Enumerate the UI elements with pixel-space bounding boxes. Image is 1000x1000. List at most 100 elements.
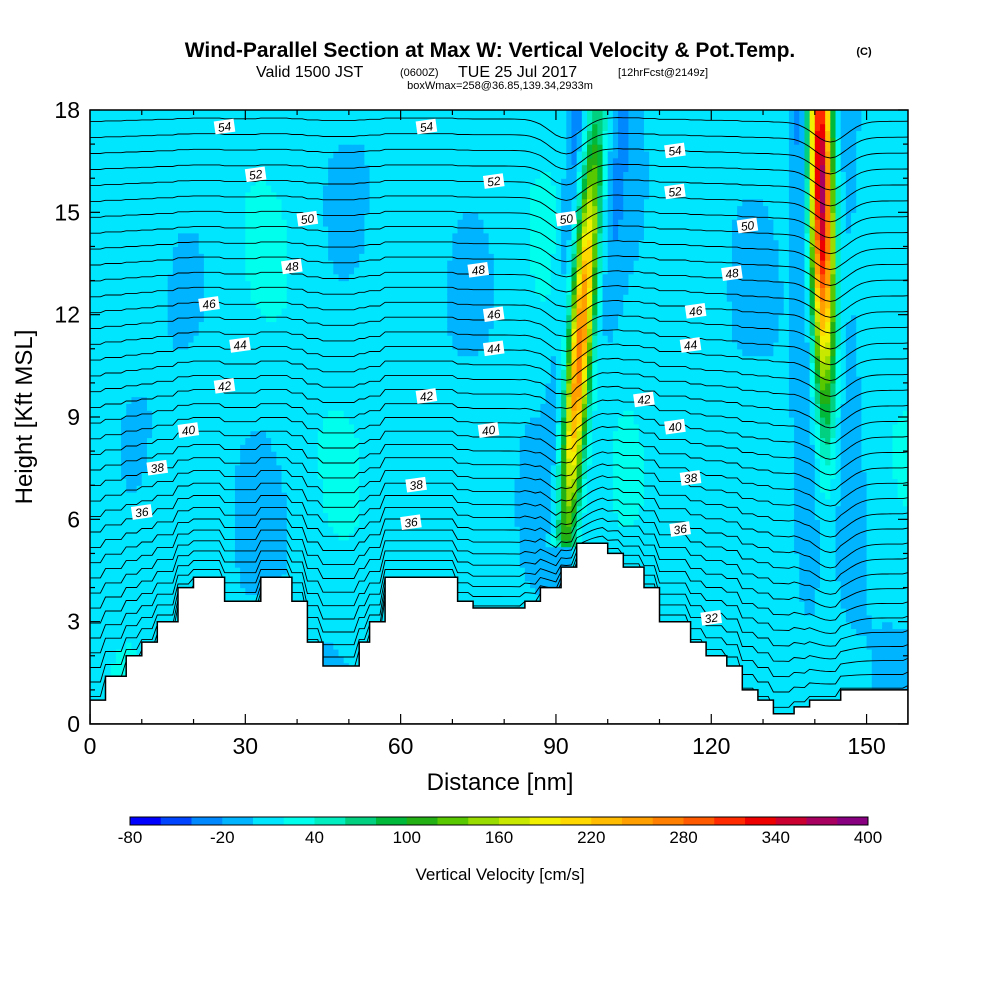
heat-cell — [110, 444, 117, 452]
heat-cell — [291, 321, 298, 329]
heat-cell — [110, 362, 117, 370]
heat-cell — [354, 123, 360, 132]
heat-cell — [317, 110, 324, 118]
heat-cell — [224, 348, 231, 357]
heat-cell — [260, 519, 267, 527]
heat-cell — [198, 498, 205, 507]
heat-cell — [354, 546, 360, 555]
heat-cell — [307, 382, 314, 391]
heat-cell — [188, 260, 195, 268]
heat-cell — [348, 457, 355, 466]
heat-cell — [172, 594, 179, 602]
heat-cell — [338, 219, 345, 227]
heat-cell — [126, 539, 133, 548]
heat-cell — [121, 130, 127, 138]
heat-cell — [260, 389, 267, 398]
heat-cell — [203, 307, 210, 316]
heat-cell — [152, 621, 158, 630]
heat-cell — [276, 266, 283, 275]
heat-cell — [255, 464, 262, 473]
heat-cell — [255, 205, 262, 213]
heat-cell — [307, 498, 314, 507]
heat-cell — [110, 423, 117, 432]
heat-cell — [354, 355, 360, 364]
heat-cell — [322, 485, 329, 493]
heat-cell — [115, 382, 122, 391]
heat-cell — [229, 150, 236, 159]
heat-cell — [343, 376, 350, 384]
heat-cell — [188, 198, 195, 207]
heat-cell — [281, 348, 288, 357]
heat-cell — [162, 594, 169, 602]
heat-cell — [276, 444, 283, 452]
heat-cell — [276, 389, 283, 398]
heat-cell — [110, 485, 117, 493]
heat-cell — [203, 457, 210, 466]
heat-cell — [307, 437, 314, 445]
heat-cell — [276, 546, 283, 555]
heat-cell — [234, 355, 241, 364]
heat-cell — [90, 205, 96, 213]
heat-cell — [343, 369, 350, 377]
heat-cell — [110, 219, 117, 227]
heat-cell — [172, 321, 179, 329]
heat-cell — [90, 410, 96, 418]
heat-cell — [322, 492, 329, 500]
heat-cell — [297, 314, 303, 323]
heat-cell — [219, 560, 226, 568]
heat-cell — [276, 498, 283, 507]
heat-cell — [193, 348, 200, 357]
heat-cell — [302, 110, 309, 118]
heat-cell — [338, 266, 345, 275]
heat-cell — [240, 110, 246, 118]
heat-cell — [291, 171, 298, 179]
heat-cell — [136, 164, 143, 172]
heat-cell — [234, 457, 241, 466]
heat-cell — [110, 457, 117, 466]
heat-cell — [172, 219, 179, 227]
heat-cell — [354, 478, 360, 486]
heat-cell — [183, 498, 189, 507]
heat-cell — [126, 512, 133, 520]
heat-cell — [141, 614, 148, 623]
heat-cell — [333, 417, 340, 425]
heat-cell — [266, 457, 272, 466]
heat-cell — [328, 266, 334, 275]
heat-cell — [203, 260, 210, 268]
heat-cell — [286, 144, 293, 152]
heat-cell — [266, 232, 272, 241]
heat-cell — [255, 417, 262, 425]
heat-cell — [188, 246, 195, 254]
heat-cell — [172, 437, 179, 445]
heat-cell — [229, 512, 236, 520]
heat-cell — [276, 219, 283, 227]
heat-cell — [255, 178, 262, 186]
heat-cell — [219, 185, 226, 193]
heat-cell — [162, 423, 169, 432]
heat-cell — [167, 471, 174, 479]
heat-cell — [338, 642, 345, 650]
heat-cell — [328, 553, 334, 561]
heat-cell — [100, 116, 107, 125]
heat-cell — [214, 512, 221, 520]
heat-cell — [90, 239, 96, 248]
heat-cell — [105, 321, 112, 329]
heat-cell — [307, 253, 314, 261]
heat-cell — [266, 532, 272, 541]
heat-cell — [193, 212, 200, 220]
heat-cell — [141, 546, 148, 555]
heat-cell — [183, 526, 189, 534]
heat-cell — [343, 608, 350, 616]
heat-cell — [203, 348, 210, 357]
heat-cell — [136, 232, 143, 241]
heat-cell — [312, 198, 319, 207]
heat-cell — [121, 253, 127, 261]
heat-cell — [354, 130, 360, 138]
copyright-mark: (C) — [856, 46, 872, 58]
heat-cell — [157, 164, 164, 172]
heat-cell — [100, 628, 107, 636]
heat-cell — [354, 232, 360, 241]
heat-cell — [338, 457, 345, 466]
heat-cell — [115, 628, 122, 636]
heat-cell — [307, 164, 314, 172]
